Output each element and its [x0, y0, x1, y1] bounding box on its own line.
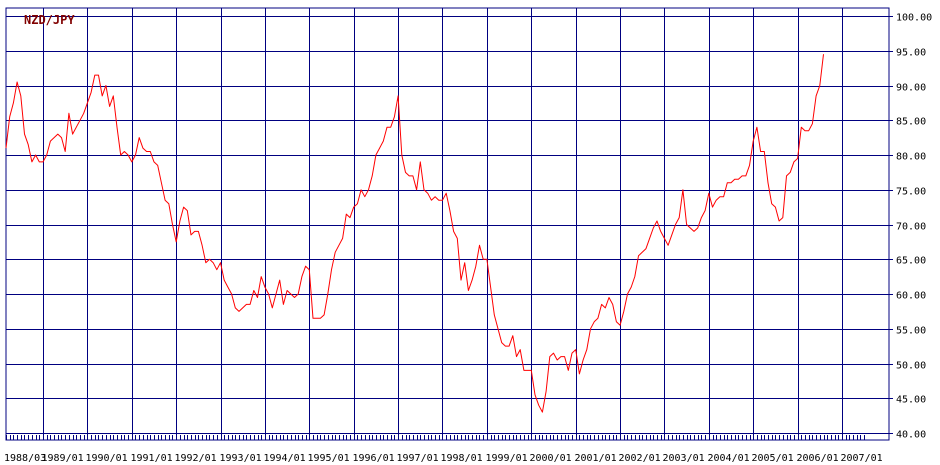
x-tick-label: 2003/01	[663, 453, 705, 464]
y-tick-label: 90.00	[896, 83, 926, 94]
y-axis-labels: 100.00 95.00 90.00 85.00 80.00 75.00 70.00 65.0…	[896, 13, 932, 441]
y-tick-label: 70.00	[896, 222, 926, 233]
y-tick-label: 60.00	[896, 291, 926, 302]
x-tick-label: 1997/01	[397, 453, 439, 464]
x-tick-label: 2007/01	[841, 453, 883, 464]
y-tick-label: 65.00	[896, 256, 926, 267]
y-tick-label: 55.00	[896, 326, 926, 337]
x-tick-label: 1989/01	[42, 453, 84, 464]
x-tick-label: 1992/01	[175, 453, 217, 464]
x-tick-label: 1990/01	[86, 453, 128, 464]
x-tick-label: 2002/01	[619, 453, 661, 464]
x-tick-label: 2001/01	[575, 453, 617, 464]
y-tick-label: 75.00	[896, 187, 926, 198]
y-tick-label: 85.00	[896, 117, 926, 128]
chart-title: NZD/JPY	[24, 13, 75, 27]
y-tick-label: 80.00	[896, 152, 926, 163]
x-tick-label: 1993/01	[220, 453, 262, 464]
y-tick-label: 45.00	[896, 395, 926, 406]
x-tick-label: 1999/01	[486, 453, 528, 464]
x-tick-label: 2006/01	[797, 453, 839, 464]
x-tick-label: 1994/01	[264, 453, 306, 464]
grid-lines	[5, 7, 893, 441]
plot-frame	[5, 7, 890, 441]
x-tick-label: 1988/03	[4, 453, 46, 464]
series-layer	[5, 54, 824, 413]
x-tick-label: 2005/01	[752, 453, 794, 464]
y-tick-label: 100.00	[896, 13, 932, 24]
x-tick-label: 1996/01	[353, 453, 395, 464]
x-tick-label: 1991/01	[131, 453, 173, 464]
x-tick-label: 1998/01	[441, 453, 483, 464]
y-tick-label: 95.00	[896, 48, 926, 59]
x-tick-label: 1995/01	[308, 453, 350, 464]
y-tick-label: 50.00	[896, 361, 926, 372]
x-tick-label: 2000/01	[530, 453, 572, 464]
y-tick-label: 40.00	[896, 430, 926, 441]
x-tick-label: 2004/01	[708, 453, 750, 464]
series-line-nzd-jpy	[5, 54, 824, 413]
